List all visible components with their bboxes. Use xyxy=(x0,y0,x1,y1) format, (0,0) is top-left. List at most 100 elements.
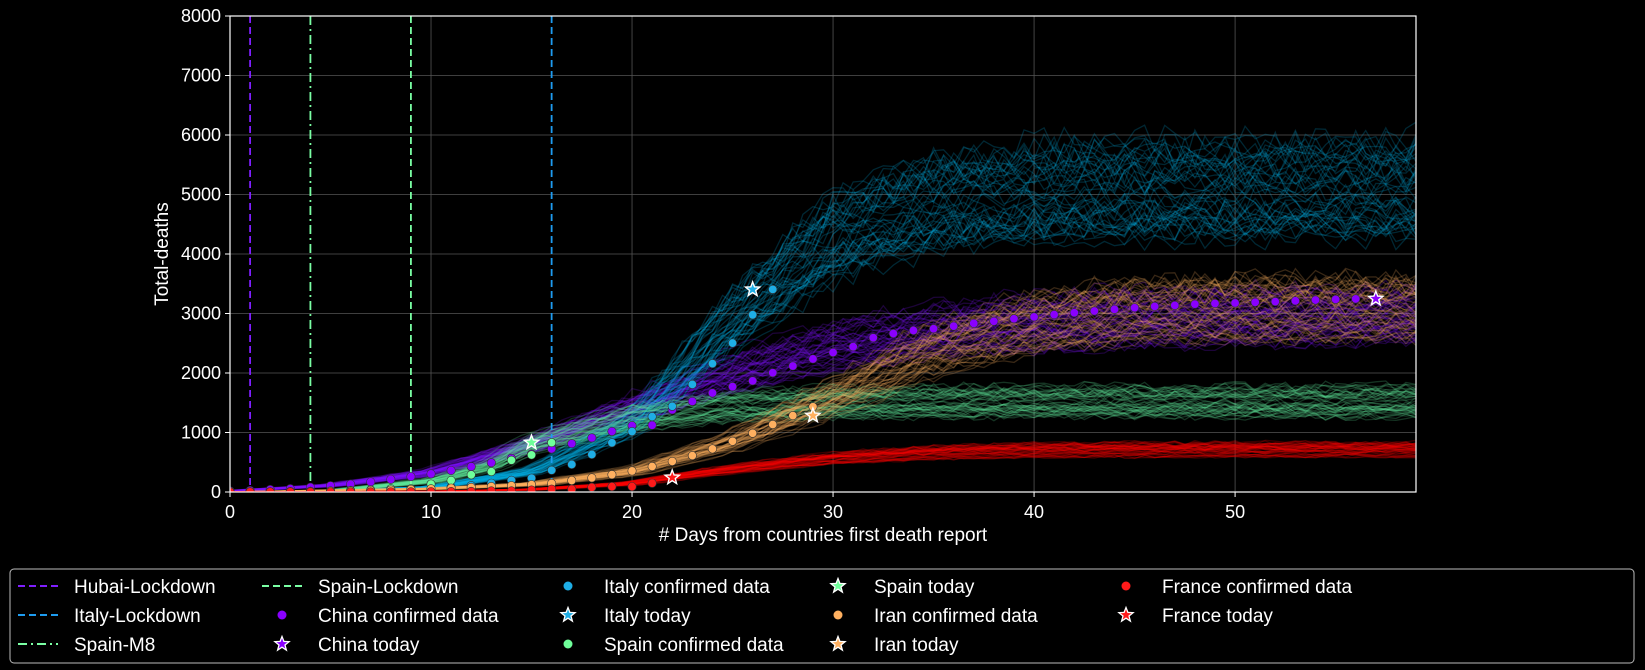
simulation-trajectory xyxy=(230,389,1416,492)
confirmed-point xyxy=(486,458,496,468)
confirmed-point xyxy=(1270,297,1280,307)
legend-label: Italy-Lockdown xyxy=(74,606,201,627)
confirmed-point xyxy=(547,484,557,492)
confirmed-point xyxy=(587,449,597,459)
confirmed-point xyxy=(627,427,637,437)
confirmed-point xyxy=(446,475,456,485)
confirmed-point xyxy=(667,456,677,466)
confirmed-point xyxy=(768,284,778,294)
legend-item: Spain confirmed data xyxy=(563,635,784,656)
confirmed-point xyxy=(1069,308,1079,318)
simulation-trajectory xyxy=(230,403,1416,492)
simulation-trajectory xyxy=(230,284,1416,492)
legend-label: Spain-Lockdown xyxy=(318,577,458,598)
simulation-trajectory xyxy=(230,391,1416,492)
y-tick-label: 3000 xyxy=(181,304,221,324)
confirmed-point xyxy=(567,439,577,449)
legend-star-swatch xyxy=(559,605,577,623)
simulation-trajectory xyxy=(230,390,1416,492)
confirmed-point xyxy=(707,444,717,454)
confirmed-point xyxy=(1310,295,1320,305)
confirmed-point xyxy=(1331,294,1341,304)
confirmed-point xyxy=(1290,296,1300,306)
simulation-trajectory xyxy=(230,292,1416,492)
today-markers xyxy=(522,279,1385,486)
legend-item: France confirmed data xyxy=(1121,577,1353,598)
confirmed-point xyxy=(1009,314,1019,324)
simulation-trajectory xyxy=(230,380,1416,492)
confirmed-point xyxy=(748,428,758,438)
confirmed-point xyxy=(1109,304,1119,314)
legend-label: Hubai-Lockdown xyxy=(74,577,216,598)
simulation-trajectory xyxy=(230,403,1416,492)
confirmed-point xyxy=(667,401,677,411)
x-tick-label: 40 xyxy=(1024,502,1044,522)
confirmed-point xyxy=(446,465,456,475)
legend-item: Italy confirmed data xyxy=(563,577,770,598)
simulation-trajectory xyxy=(230,387,1416,492)
legend-item: France today xyxy=(1117,605,1273,627)
confirmed-point xyxy=(728,382,738,392)
lockdown-lines xyxy=(249,16,553,492)
confirmed-point xyxy=(1150,301,1160,311)
y-tick-label: 2000 xyxy=(181,363,221,383)
confirmed-point xyxy=(868,333,878,343)
confirmed-point xyxy=(888,329,898,339)
simulation-trajectory xyxy=(230,284,1416,492)
confirmed-point xyxy=(647,461,657,471)
confirmed-point xyxy=(587,473,597,483)
confirmed-point xyxy=(627,482,637,492)
legend-dot-swatch xyxy=(833,610,843,620)
confirmed-point xyxy=(607,470,617,480)
today-star-italy xyxy=(743,279,762,298)
simulation-trajectory xyxy=(230,389,1416,492)
confirmed-point xyxy=(1230,298,1240,308)
confirmed-point xyxy=(466,462,476,472)
confirmed-point xyxy=(406,472,416,482)
confirmed-point xyxy=(567,459,577,469)
confirmed-point xyxy=(426,469,436,479)
confirmed-point xyxy=(687,379,697,389)
legend-label: Spain confirmed data xyxy=(604,635,784,656)
confirmed-point xyxy=(1089,306,1099,316)
confirmed-point xyxy=(1029,312,1039,322)
confirmed-point xyxy=(1049,310,1059,320)
confirmed-point xyxy=(547,438,557,448)
confirmed-point xyxy=(707,359,717,369)
legend-star-swatch xyxy=(829,576,847,594)
simulation-trajectory xyxy=(230,298,1416,492)
simulation-trajectory xyxy=(230,290,1416,492)
confirmed-point xyxy=(1351,294,1361,304)
y-tick-label: 0 xyxy=(211,482,221,502)
simulation-trajectory xyxy=(230,278,1416,492)
today-star-france xyxy=(663,467,682,486)
confirmed-point xyxy=(647,420,657,430)
legend-label: Italy confirmed data xyxy=(604,577,770,598)
simulation-trajectory xyxy=(230,389,1416,492)
legend-label: France today xyxy=(1162,606,1273,627)
simulation-trajectory xyxy=(230,387,1416,492)
y-tick-label: 1000 xyxy=(181,423,221,443)
simulation-trajectory xyxy=(230,382,1416,492)
legend-star-swatch xyxy=(829,634,847,652)
y-axis-label: Total-deaths xyxy=(152,202,173,306)
today-star-iran xyxy=(803,406,822,424)
legend-label: Iran today xyxy=(874,635,959,656)
confirmed-point xyxy=(506,486,516,492)
y-tick-label: 7000 xyxy=(181,66,221,86)
confirmed-point xyxy=(908,325,918,335)
confirmed-point xyxy=(768,419,778,429)
legend-item: China confirmed data xyxy=(277,606,499,627)
x-tick-label: 0 xyxy=(225,502,235,522)
confirmed-point xyxy=(587,482,597,492)
simulation-trajectory xyxy=(230,300,1416,492)
x-tick-label: 50 xyxy=(1225,502,1245,522)
confirmed-point xyxy=(1250,297,1260,307)
legend-item: Spain-Lockdown xyxy=(262,577,458,598)
confirmed-point xyxy=(466,486,476,492)
confirmed-point xyxy=(728,436,738,446)
confirmed-point xyxy=(486,486,496,492)
confirmed-point xyxy=(768,368,778,378)
confirmed-point xyxy=(1170,300,1180,310)
